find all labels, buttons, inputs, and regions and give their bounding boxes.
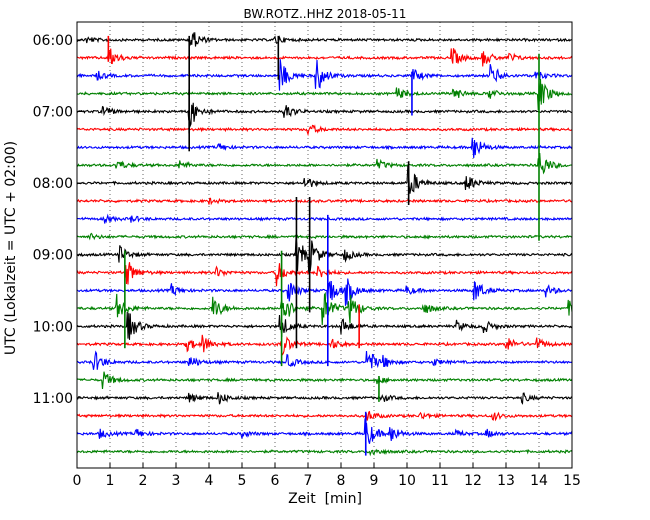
traces bbox=[76, 32, 573, 457]
plot-frame bbox=[76, 21, 573, 469]
x-tick-label: 12 bbox=[464, 473, 482, 489]
x-tick-label: 14 bbox=[530, 473, 548, 489]
trace-1 bbox=[76, 48, 573, 67]
trace-23 bbox=[76, 448, 573, 457]
trace-22 bbox=[76, 418, 573, 444]
x-tick-label: 1 bbox=[106, 473, 115, 489]
trace-6 bbox=[76, 137, 573, 158]
x-tick-label: 6 bbox=[271, 473, 280, 489]
trace-2 bbox=[76, 59, 573, 91]
y-tick-label: 09:00 bbox=[33, 248, 73, 264]
x-tick-label: 2 bbox=[139, 473, 148, 489]
trace-15 bbox=[76, 291, 573, 326]
y-axis-label: UTC (Lokalzeit = UTC + 02:00) bbox=[3, 141, 19, 355]
trace-18 bbox=[76, 350, 573, 370]
trace-5 bbox=[76, 124, 573, 137]
x-axis-label: Zeit [min] bbox=[288, 491, 362, 507]
x-tick-label: 15 bbox=[563, 473, 581, 489]
x-tick-label: 11 bbox=[431, 473, 449, 489]
x-tick-label: 4 bbox=[205, 473, 214, 489]
trace-17 bbox=[76, 334, 573, 356]
trace-21 bbox=[76, 410, 573, 422]
plot-background bbox=[77, 22, 572, 468]
trace-16 bbox=[76, 311, 573, 340]
y-axis: 06:00 07:00 08:00 09:00 10:00 11:00 bbox=[33, 33, 82, 407]
trace-4 bbox=[76, 102, 573, 128]
x-tick-label: 9 bbox=[370, 473, 379, 489]
trace-13 bbox=[76, 262, 573, 287]
chart-title: BW.ROTZ..HHZ 2018-05-11 bbox=[244, 7, 407, 21]
trace-12 bbox=[76, 236, 573, 274]
y-tick-label: 07:00 bbox=[33, 105, 73, 121]
y-tick-label: 08:00 bbox=[33, 176, 73, 192]
x-tick-label: 5 bbox=[238, 473, 247, 489]
trace-7 bbox=[76, 153, 573, 175]
x-tick-label: 7 bbox=[304, 473, 313, 489]
trace-20 bbox=[76, 392, 573, 405]
x-tick-label: 0 bbox=[73, 473, 82, 489]
x-tick-label: 10 bbox=[398, 473, 416, 489]
x-tick-label: 8 bbox=[337, 473, 346, 489]
x-tick-label: 13 bbox=[497, 473, 515, 489]
trace-11 bbox=[76, 232, 573, 241]
x-axis: 0 1 2 3 4 5 6 7 8 9 10 11 12 13 14 15 bbox=[73, 463, 581, 489]
y-tick-label: 10:00 bbox=[33, 319, 73, 335]
trace-10 bbox=[76, 213, 572, 224]
trace-14 bbox=[76, 278, 573, 306]
y-tick-label: 06:00 bbox=[33, 33, 73, 49]
trace-9 bbox=[76, 197, 573, 206]
trace-19 bbox=[76, 371, 573, 390]
x-tick-label: 3 bbox=[172, 473, 181, 489]
trace-8 bbox=[76, 164, 573, 194]
y-tick-label: 11:00 bbox=[33, 391, 73, 407]
trace-3 bbox=[76, 78, 573, 111]
trace-0 bbox=[76, 32, 573, 47]
